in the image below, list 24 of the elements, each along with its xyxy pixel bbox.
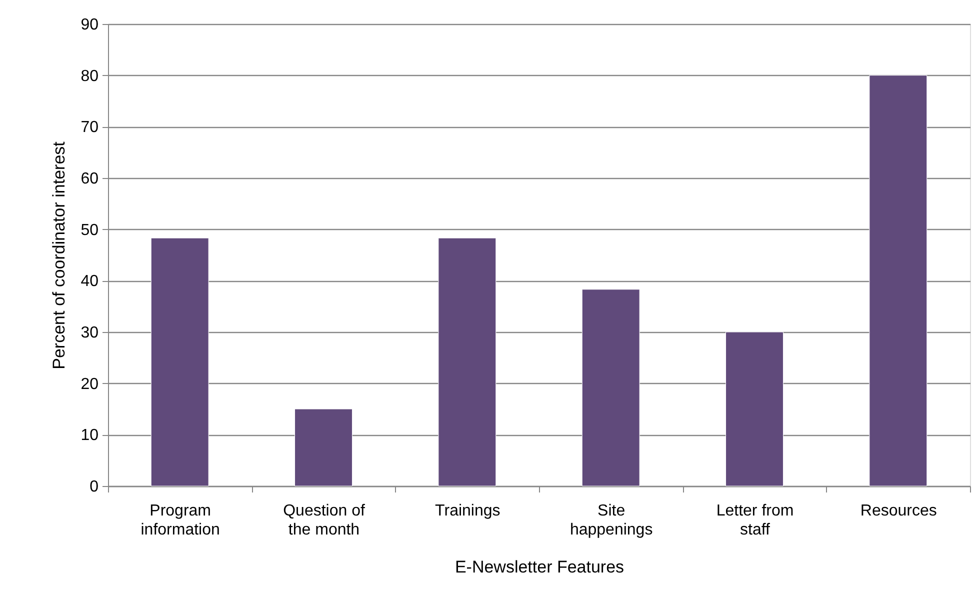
bar bbox=[438, 238, 496, 486]
bar bbox=[582, 289, 640, 486]
y-tick-label: 50 bbox=[80, 222, 99, 239]
y-tick-label: 40 bbox=[80, 273, 99, 290]
y-tick-label: 20 bbox=[80, 376, 99, 393]
x-tick-label: Trainings bbox=[435, 502, 500, 520]
x-tick-label: Letter from staff bbox=[716, 502, 794, 538]
bar bbox=[869, 75, 928, 486]
y-axis-title: Percent of coordinator interest bbox=[50, 141, 69, 370]
y-tick-label: 70 bbox=[80, 119, 99, 136]
y-tick-label: 30 bbox=[80, 324, 99, 342]
y-tick-label: 60 bbox=[80, 170, 99, 188]
bar bbox=[726, 332, 784, 486]
x-axis-title: E-Newsletter Features bbox=[454, 558, 624, 576]
x-tick-label: Question of the month bbox=[283, 502, 366, 538]
y-tick-label: 80 bbox=[80, 68, 99, 85]
x-tick-label: Resources bbox=[860, 502, 937, 520]
y-tick-label: 0 bbox=[90, 478, 99, 496]
x-tick-label: Program information bbox=[140, 502, 220, 538]
y-tick-label: 90 bbox=[80, 16, 99, 34]
x-tick-label: Site happenings bbox=[570, 502, 653, 538]
y-tick-label: 10 bbox=[80, 427, 99, 444]
bar bbox=[150, 238, 209, 486]
bar bbox=[294, 408, 352, 486]
